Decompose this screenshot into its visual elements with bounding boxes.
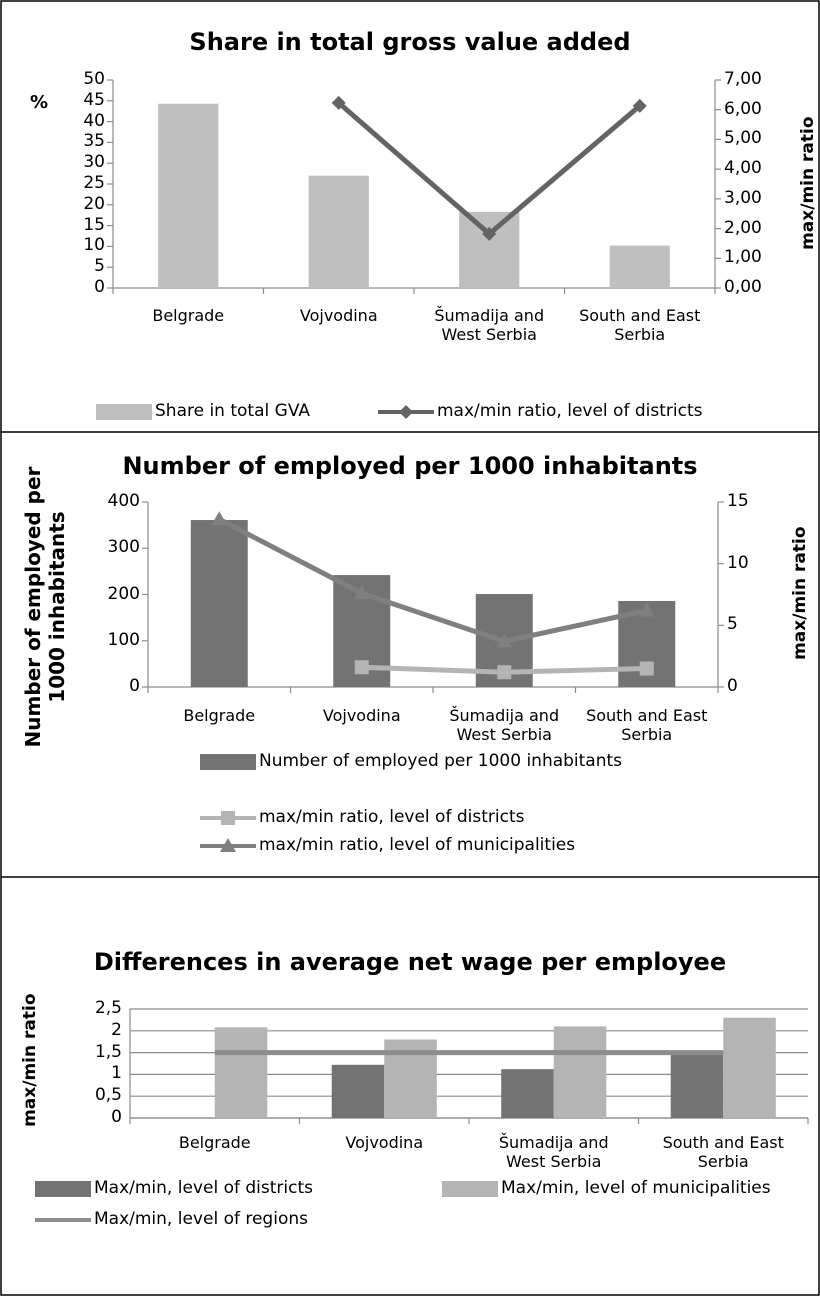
x-tick-label: South and East Serbia xyxy=(579,306,701,345)
bar xyxy=(670,1053,724,1118)
y-tick-label: 30 xyxy=(83,152,105,173)
legend-label: max/min ratio, level of municipalities xyxy=(259,835,576,855)
y-tick-label: 45 xyxy=(83,89,105,110)
y-tick-label: 15 xyxy=(83,214,105,235)
y-tick-label: 50 xyxy=(83,69,105,89)
y2-tick-label: 1,00 xyxy=(724,247,762,268)
x-tick-label: South and East Serbia xyxy=(662,1133,784,1172)
y-tick-label: 0,5 xyxy=(94,1085,122,1106)
marker xyxy=(211,511,228,526)
y2-tick-label: 0,00 xyxy=(724,277,762,297)
x-tick-label: Vojvodina xyxy=(345,1133,424,1152)
legend-label: max/min ratio, level of districts xyxy=(437,401,703,421)
y-axis-label: % xyxy=(30,92,49,113)
y-tick-label: 1 xyxy=(111,1063,122,1084)
legend-swatch xyxy=(35,1181,91,1197)
y-tick-label: 35 xyxy=(83,131,105,152)
bar xyxy=(190,520,248,687)
y-tick-label: 200 xyxy=(107,583,140,604)
bar xyxy=(553,1026,607,1118)
y2-tick-label: 7,00 xyxy=(724,69,762,89)
y-tick-label: 1,5 xyxy=(94,1041,122,1062)
y2-tick-label: 0 xyxy=(727,676,738,696)
y-tick-label: 0 xyxy=(94,277,105,297)
marker xyxy=(220,838,236,852)
x-tick-label: Vojvodina xyxy=(299,306,378,325)
chart-title: Share in total gross value added xyxy=(189,28,631,56)
x-tick-label: Vojvodina xyxy=(322,706,401,725)
x-tick-label: Belgrade xyxy=(152,306,225,325)
y-tick-label: 40 xyxy=(83,110,105,131)
bar xyxy=(308,175,369,288)
marker xyxy=(331,95,346,110)
y2-tick-label: 5 xyxy=(727,614,738,635)
y-axis-label: Number of employed per 1000 inhabitants xyxy=(21,466,69,748)
bar xyxy=(459,211,520,288)
bar xyxy=(723,1017,776,1118)
y-tick-label: 10 xyxy=(83,235,105,256)
y-tick-label: 2 xyxy=(111,1019,122,1040)
y-axis-label: max/min ratio xyxy=(19,993,40,1127)
legend-label: Max/min, level of municipalities xyxy=(501,1178,771,1198)
y-tick-label: 300 xyxy=(107,537,140,558)
y2-axis-label: max/min ratio xyxy=(789,526,810,660)
chart-title: Number of employed per 1000 inhabitants xyxy=(122,452,698,480)
y-tick-label: 20 xyxy=(83,193,105,214)
y-tick-label: 0 xyxy=(111,1107,122,1127)
marker xyxy=(482,226,497,241)
y2-tick-label: 2,00 xyxy=(724,217,762,238)
y2-axis-label: max/min ratio xyxy=(797,116,818,250)
legend-swatch xyxy=(96,404,152,420)
legend-label: Share in total GVA xyxy=(155,401,310,421)
x-tick-label: Belgrade xyxy=(178,1133,251,1152)
bar xyxy=(331,1064,385,1118)
bar xyxy=(158,103,219,288)
marker xyxy=(354,660,369,675)
x-tick-label: Šumadija and West Serbia xyxy=(498,1133,609,1172)
y2-tick-label: 3,00 xyxy=(724,187,762,208)
marker xyxy=(639,661,654,676)
legend-swatch xyxy=(442,1181,498,1197)
y2-tick-label: 5,00 xyxy=(724,128,762,149)
y2-tick-label: 6,00 xyxy=(724,98,762,119)
chart-title: Differences in average net wage per empl… xyxy=(93,948,727,976)
marker xyxy=(497,665,512,680)
y2-tick-label: 4,00 xyxy=(724,158,762,179)
y2-tick-label: 15 xyxy=(727,491,749,511)
legend-label: max/min ratio, level of districts xyxy=(259,807,525,827)
marker xyxy=(353,585,370,600)
legend-label: Number of employed per 1000 inhabitants xyxy=(259,751,623,771)
bar xyxy=(501,1069,554,1118)
y-tick-label: 25 xyxy=(83,173,105,193)
marker xyxy=(638,602,655,617)
x-tick-label: Belgrade xyxy=(183,706,256,725)
marker xyxy=(399,405,413,419)
bar xyxy=(609,245,670,288)
marker xyxy=(632,98,647,113)
x-tick-label: South and East Serbia xyxy=(586,706,708,745)
y-tick-label: 5 xyxy=(94,256,105,277)
y-tick-label: 400 xyxy=(107,491,140,511)
marker xyxy=(221,811,235,825)
bar xyxy=(214,1027,268,1118)
y2-tick-label: 10 xyxy=(727,552,749,573)
legend-label: Max/min, level of districts xyxy=(94,1178,313,1198)
x-tick-label: Šumadija and West Serbia xyxy=(434,306,545,345)
line xyxy=(218,517,648,644)
legend-swatch xyxy=(200,754,256,770)
legend-label: Max/min, level of regions xyxy=(94,1209,308,1229)
x-tick-label: Šumadija and West Serbia xyxy=(449,706,560,745)
marker xyxy=(496,633,513,648)
y-tick-label: 100 xyxy=(107,629,140,650)
y-tick-label: 2,5 xyxy=(94,998,122,1018)
y-tick-label: 0 xyxy=(129,676,140,696)
